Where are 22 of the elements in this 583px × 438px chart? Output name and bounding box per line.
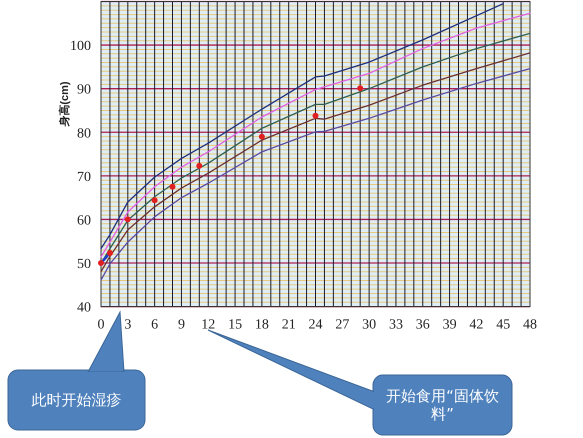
x-tick-label: 6 — [151, 318, 158, 333]
point — [106, 250, 113, 256]
x-tick-label: 48 — [523, 318, 537, 333]
y-tick-label: 40 — [77, 300, 91, 316]
y-tick-label: 60 — [77, 213, 91, 228]
point — [357, 85, 364, 92]
point — [312, 112, 318, 119]
point — [170, 184, 176, 190]
y-tick-label: 50 — [77, 257, 91, 272]
y-tick-label: 80 — [77, 126, 91, 142]
point — [152, 197, 158, 204]
y-tick-label: 90 — [77, 82, 91, 98]
point — [98, 260, 104, 266]
point — [124, 216, 131, 222]
y-tick-label: 100 — [70, 39, 91, 54]
point — [196, 162, 202, 169]
x-tick-label: 3 — [124, 318, 132, 333]
point — [258, 134, 265, 140]
y-tick-label: 70 — [77, 170, 91, 185]
x-tick-label: 0 — [98, 318, 104, 333]
x-tick-label: 9 — [178, 318, 185, 333]
y-axis-title: 身高(cm) — [58, 81, 71, 128]
